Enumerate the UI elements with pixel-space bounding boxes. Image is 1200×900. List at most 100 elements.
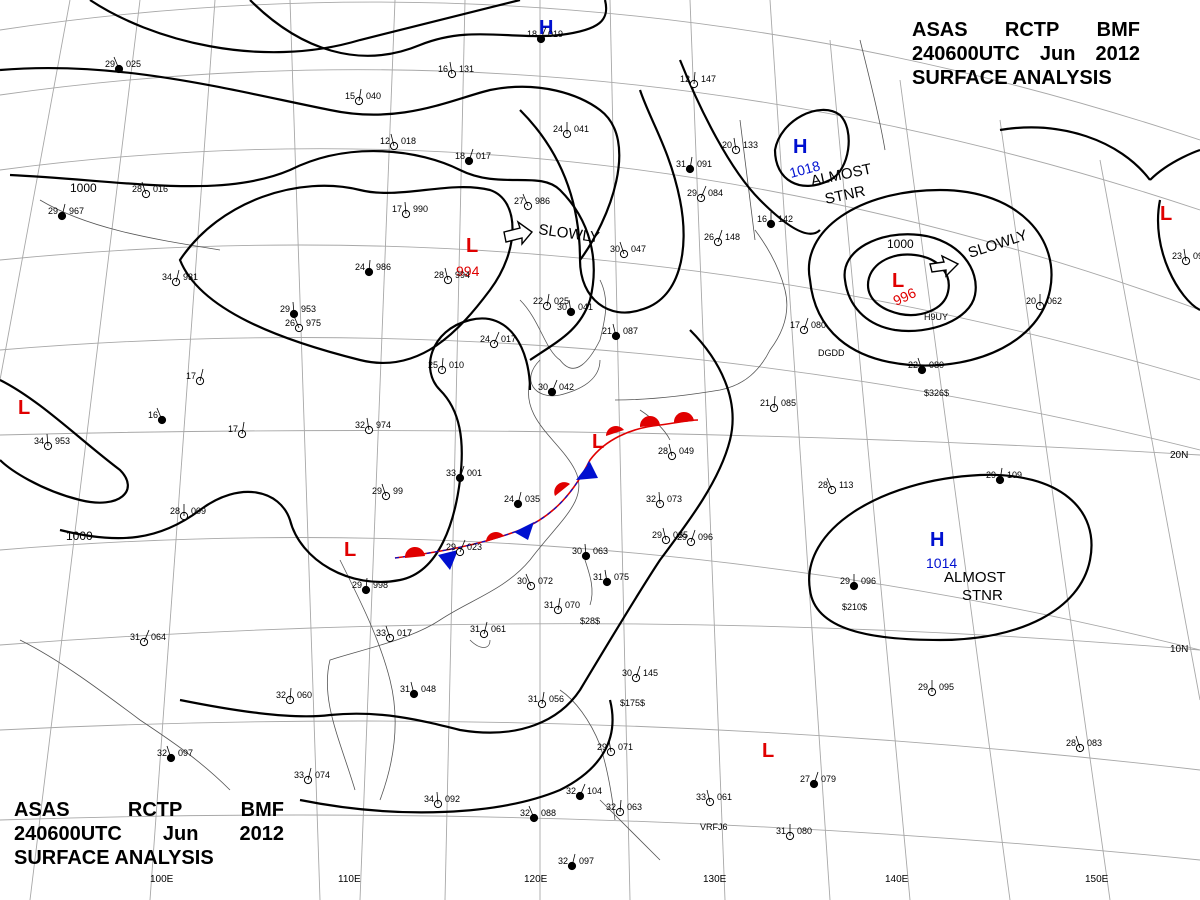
station-pressure: 145: [643, 668, 658, 678]
station-pressure: 142: [778, 214, 793, 224]
coast-sakhalin: [739, 119, 756, 241]
station-temperature: 29: [687, 188, 697, 198]
header-line-1: ASAS RCTP BMF: [912, 18, 1140, 42]
station-pressure: 097: [178, 748, 193, 758]
station-pressure: 986: [535, 196, 550, 206]
station-temperature: 21: [602, 326, 612, 336]
warm-mark: [554, 482, 570, 496]
station-pressure: 018: [401, 136, 416, 146]
station-temperature: 30: [517, 576, 527, 586]
station-temperature: 31: [130, 632, 140, 642]
station-pressure: 017: [397, 628, 412, 638]
wind-barb: [365, 577, 368, 591]
station-pressure: 079: [821, 774, 836, 784]
station-plot: 20 062: [1026, 294, 1062, 311]
warm-mark: [404, 546, 425, 558]
station-temperature: 29: [652, 530, 662, 540]
isobar-north-1: [89, 0, 521, 54]
header-station: RCTP: [127, 799, 183, 821]
station-plot: 29 998: [352, 577, 388, 595]
isobar-1000-south: [59, 317, 532, 583]
wind-barb: [668, 443, 673, 457]
station-temperature: 32: [520, 808, 530, 818]
header-line-3: SURFACE ANALYSIS: [912, 66, 1140, 90]
wind-barb: [525, 573, 532, 587]
coast-korea: [519, 279, 607, 369]
wind-barb: [390, 133, 395, 147]
station-plot: 28 016: [132, 181, 168, 199]
wind-barb: [528, 805, 535, 819]
station-temperature: 17: [186, 371, 196, 381]
station-pressure: 084: [708, 188, 723, 198]
station-pressure: 073: [667, 494, 682, 504]
station-plot: 29 023: [446, 539, 482, 557]
header-product: ASAS: [912, 19, 968, 41]
station-plot: 17: [228, 421, 247, 439]
wind-barb: [293, 315, 300, 329]
station-temperature: 17: [790, 320, 800, 330]
station-plot: 33 074: [294, 767, 330, 785]
station-plot: 32 097: [558, 853, 594, 871]
station-pressure: 096: [861, 576, 876, 586]
station-pressure: 048: [421, 684, 436, 694]
wind-barb: [493, 331, 500, 345]
coast-hainan: [469, 639, 491, 648]
station-temperature: 30: [572, 546, 582, 556]
station-plot: 30 145: [622, 665, 658, 683]
station-pressure: 063: [593, 546, 608, 556]
station-temperature: 30: [538, 382, 548, 392]
station-temperature: 30: [557, 302, 567, 312]
wind-barb: [459, 539, 466, 553]
movement-note-994: SLOWLY: [537, 221, 600, 246]
isobar-central-east: [519, 89, 685, 314]
station-pressure: 075: [614, 572, 629, 582]
wind-barb: [917, 357, 923, 371]
wind-barb: [436, 791, 439, 805]
station-temperature: 29: [677, 532, 687, 542]
wind-barb: [175, 269, 180, 283]
station-plot: 17 080: [790, 317, 826, 335]
header-code: BMF: [240, 799, 284, 821]
movement-arrow-996: [929, 254, 960, 278]
station-pressure: 025: [554, 296, 569, 306]
station-plot: 33 001: [446, 465, 482, 483]
station-temperature: 29: [352, 580, 362, 590]
front-line-blue: [394, 459, 591, 559]
header-year: 2012: [1095, 43, 1141, 65]
station-pressure: 080: [811, 320, 826, 330]
station-pressure: 041: [574, 124, 589, 134]
station-plot: 17 990: [392, 201, 428, 219]
station-plot: 31 064: [130, 629, 166, 647]
wind-barb: [156, 407, 163, 421]
wind-barb: [551, 379, 558, 393]
station-temperature: 32: [558, 856, 568, 866]
note-stnr-1014: STNR: [962, 587, 1003, 604]
low-symbol-994: L: [466, 235, 478, 257]
station-pressure: 953: [55, 436, 70, 446]
station-pressure: 085: [673, 530, 688, 540]
low-symbol-pacific: L: [762, 740, 774, 762]
station-temperature: 34: [424, 794, 434, 804]
station-plot: 29 025: [105, 56, 141, 74]
station-pressure: 035: [525, 494, 540, 504]
lon-label-130e: 130E: [703, 874, 727, 885]
station-temperature: 15: [345, 91, 355, 101]
isobar-east-edge: [1149, 148, 1200, 181]
stationary-front: [394, 411, 699, 570]
station-pressure: 998: [373, 580, 388, 590]
wind-barb: [459, 465, 465, 479]
station-pressure: 025: [126, 59, 141, 69]
wind-barb: [368, 259, 371, 273]
station-temperature: 12: [380, 136, 390, 146]
station-plot: 16: [148, 407, 167, 425]
wind-barb: [662, 527, 667, 541]
station-plot: 32 974: [355, 417, 391, 435]
station-temperature: 16: [757, 214, 767, 224]
graticule-labels: 110E 120E 130E 140E 150E 100E 20N 10N: [150, 450, 1188, 885]
station-temperature: 22: [908, 360, 918, 370]
isobar-label-1000-east: 1000: [887, 237, 914, 251]
wind-barb: [289, 687, 292, 701]
station-plot: 12 147: [680, 71, 716, 89]
coast-bay-bengal: [19, 639, 231, 791]
station-plot: 29 967: [48, 203, 84, 221]
